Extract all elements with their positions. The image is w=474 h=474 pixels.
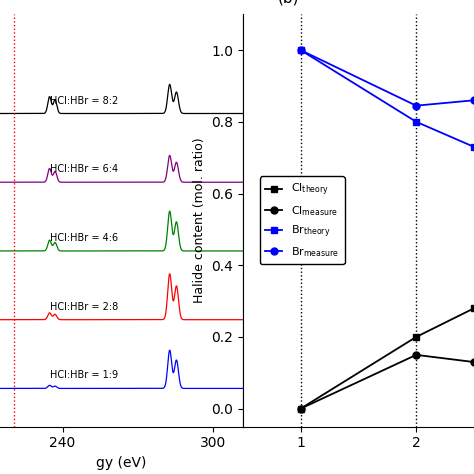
Text: HCl:HBr = 8:2: HCl:HBr = 8:2 bbox=[50, 96, 119, 106]
Y-axis label: Halide content (mol. ratio): Halide content (mol. ratio) bbox=[192, 137, 206, 303]
Text: HCl:HBr = 2:8: HCl:HBr = 2:8 bbox=[50, 302, 119, 312]
Text: (b): (b) bbox=[277, 0, 299, 6]
Legend: Cl$_{\mathregular{theory}}$, Cl$_{\mathregular{measure}}$, Br$_{\mathregular{the: Cl$_{\mathregular{theory}}$, Cl$_{\mathr… bbox=[260, 176, 345, 264]
Text: HCl:HBr = 1:9: HCl:HBr = 1:9 bbox=[50, 371, 118, 381]
Text: HCl:HBr = 4:6: HCl:HBr = 4:6 bbox=[50, 233, 118, 243]
X-axis label: gy (eV): gy (eV) bbox=[96, 456, 146, 470]
Text: HCl:HBr = 6:4: HCl:HBr = 6:4 bbox=[50, 164, 118, 174]
